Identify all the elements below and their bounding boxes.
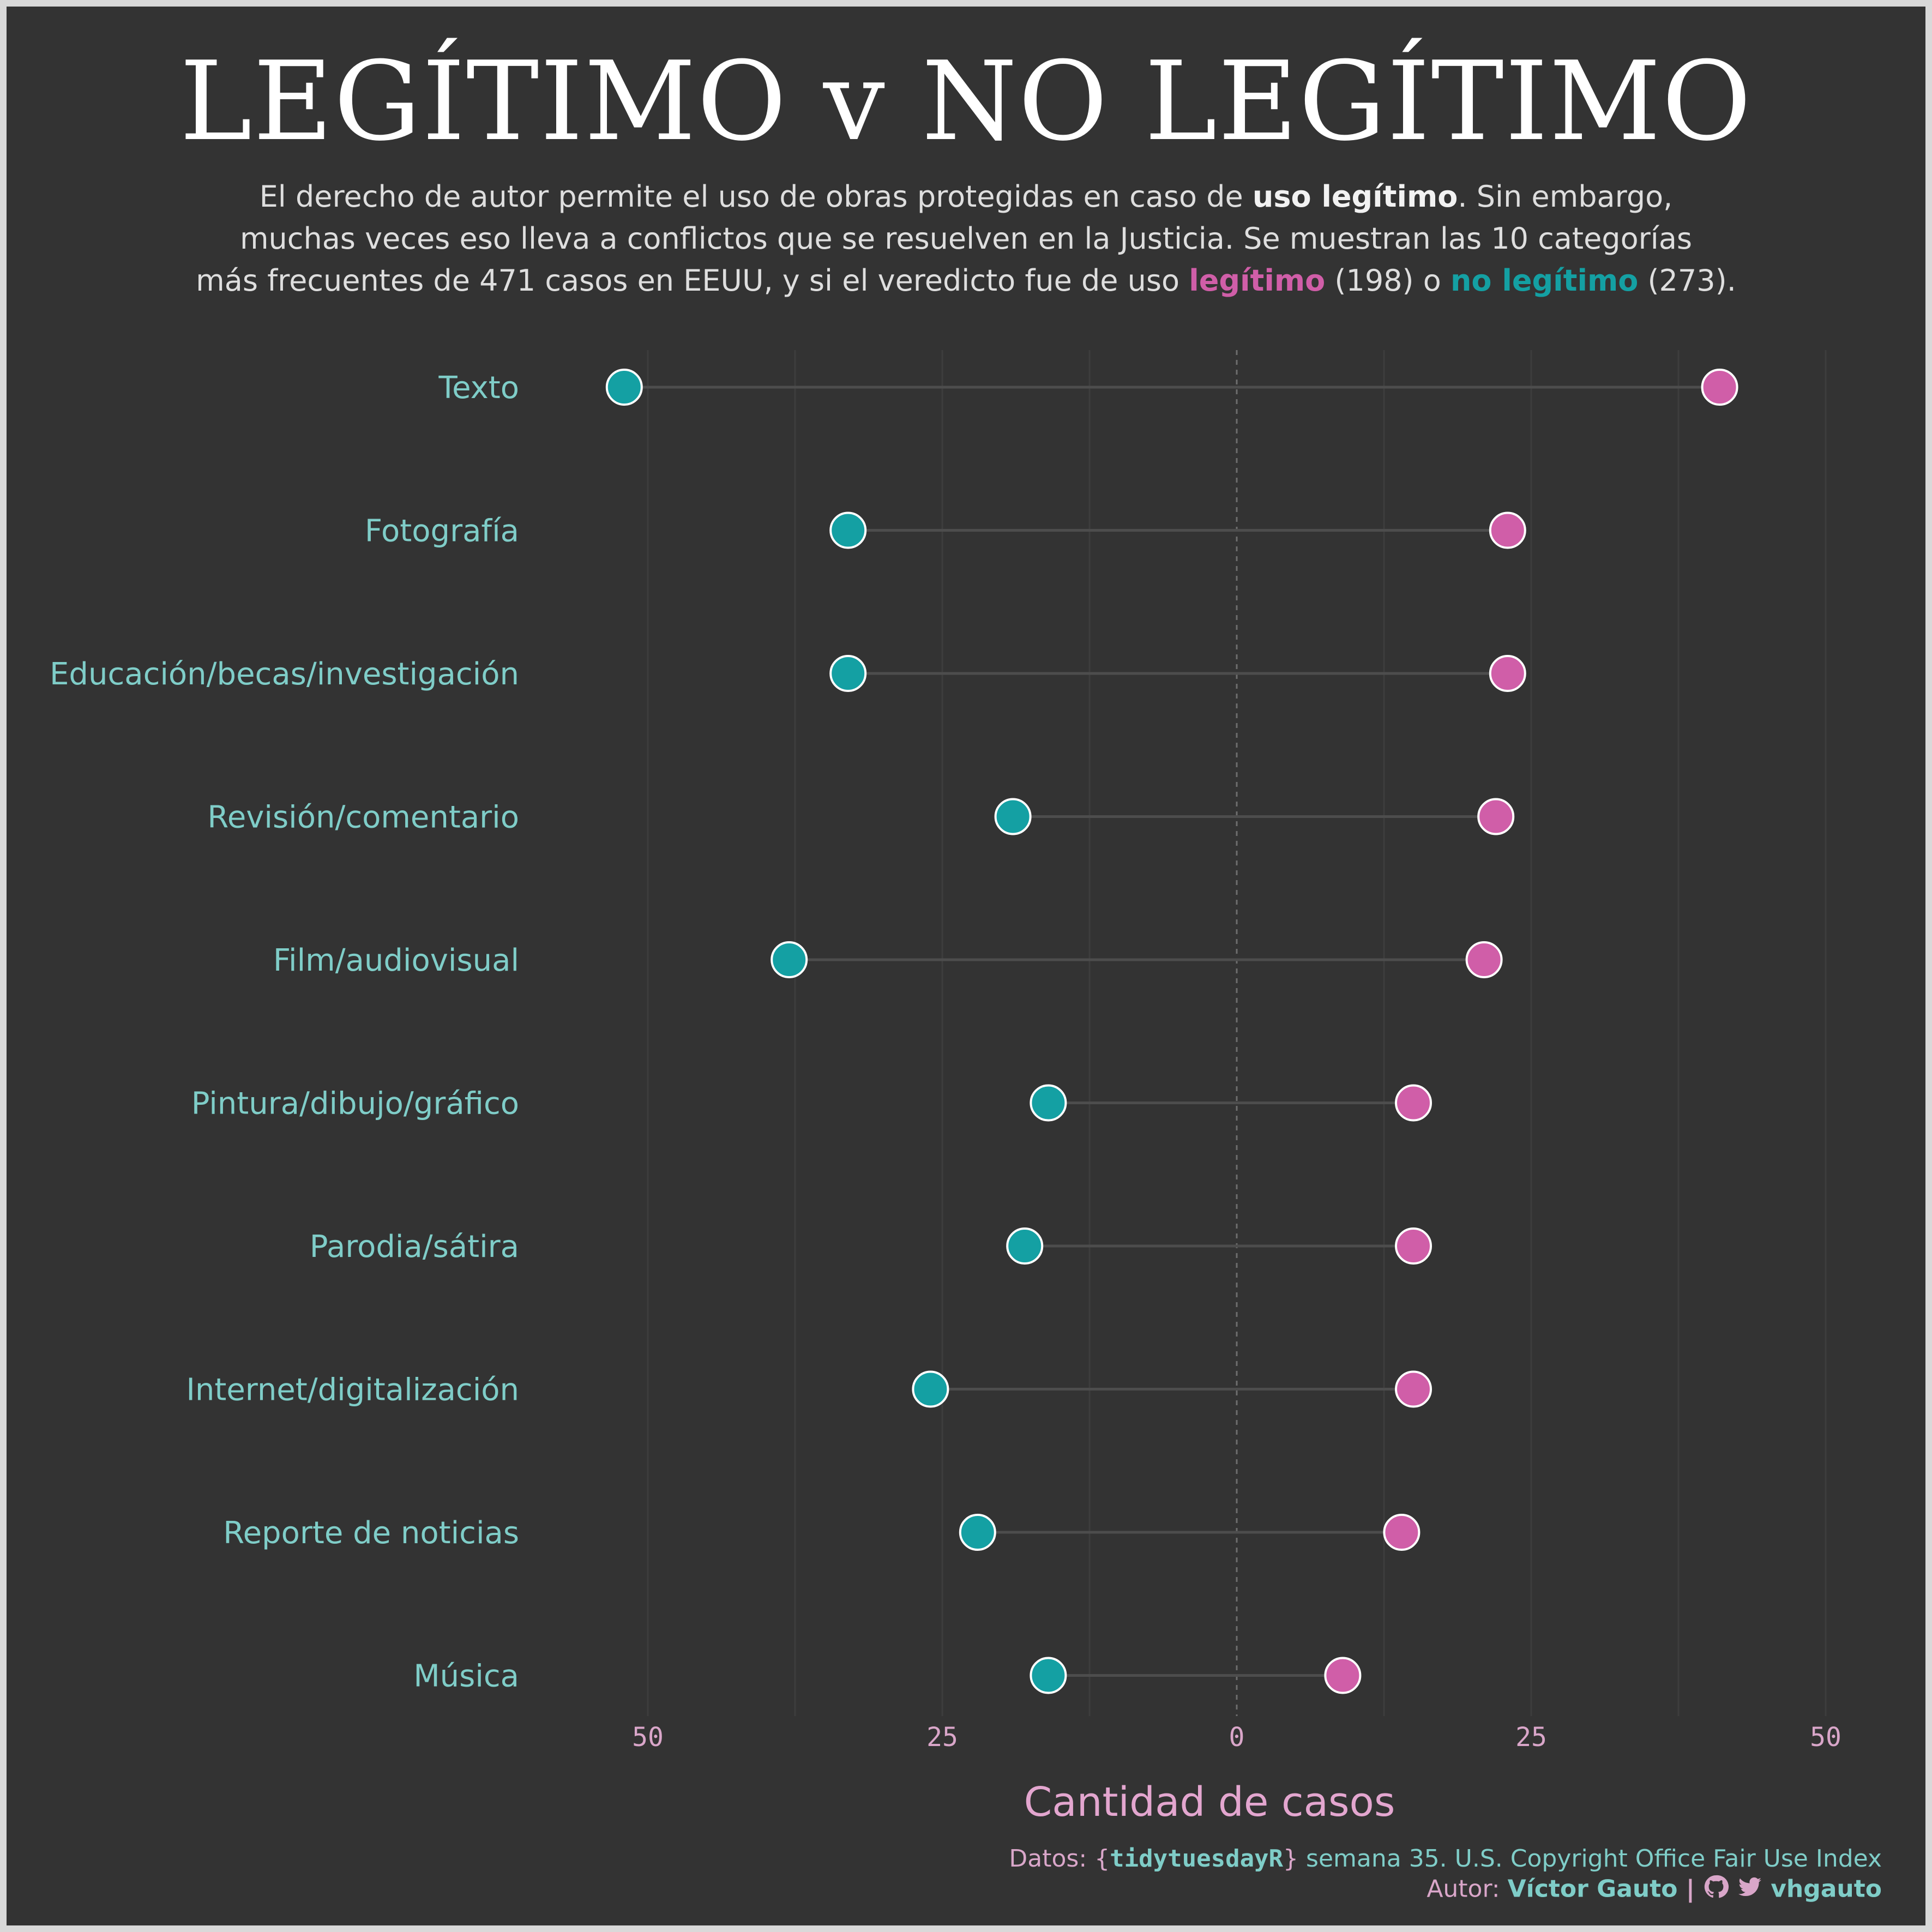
x-axis-label: Cantidad de casos [1024,1779,1395,1826]
category-label: Parodia/sátira [310,1229,519,1265]
x-tick-label: 25 [1515,1722,1547,1753]
x-tick-label: 0 [1229,1722,1245,1753]
point-no-legitimo [994,798,1032,835]
category-label: Educación/becas/investigación [50,657,519,692]
subtitle-text: El derecho de autor permite el uso de ob… [259,179,1253,214]
legend-legitimo: legítimo [1189,263,1326,298]
point-no-legitimo [771,941,808,978]
point-no-legitimo [1030,1657,1067,1694]
point-legitimo [1701,369,1738,406]
category-label: Fotografía [365,514,519,549]
twitter-icon [1737,1874,1763,1907]
caption-text: Datos: [1009,1845,1095,1873]
caption-line-1: Datos: {tidytuesdayR} semana 35. U.S. Co… [1009,1844,1882,1874]
dumbbell-chart: Texto Fotografía Educación/becas/investiga… [50,350,1841,1826]
category-label: Film/audiovisual [273,943,519,978]
point-legitimo [1324,1657,1362,1694]
point-no-legitimo [829,655,867,692]
point-no-legitimo [1006,1227,1044,1265]
subtitle-text: más frecuentes de 471 casos en EEUU, y s… [196,263,1189,298]
caption-source: semana 35. U.S. Copyright Office Fair Us… [1298,1845,1882,1873]
caption-text: Autor: [1427,1875,1508,1903]
x-tick-label: 50 [632,1722,664,1753]
caption-line-2: Autor: Víctor Gauto | vhgauto [1009,1874,1882,1907]
caption-text: { [1094,1845,1110,1873]
caption-author: Víctor Gauto [1507,1875,1678,1903]
subtitle-line-2: muchas veces eso lleva a conflictos que … [239,221,1693,256]
category-label: Pintura/dibujo/gráfico [191,1086,519,1122]
point-no-legitimo [605,369,643,406]
chart-caption: Datos: {tidytuesdayR} semana 35. U.S. Co… [1009,1844,1882,1907]
subtitle-text: (198) o [1325,263,1450,298]
category-label: Música [413,1659,519,1694]
point-legitimo [1395,1370,1432,1408]
point-legitimo [1465,941,1503,978]
category-label: Texto [438,370,519,406]
chart-frame: LEGÍTIMO v NO LEGÍTIMO El derecho de aut… [7,7,1925,1925]
chart-title: LEGÍTIMO v NO LEGÍTIMO [179,38,1753,165]
caption-text: } [1283,1845,1299,1873]
x-tick-label: 50 [1810,1722,1841,1753]
subtitle-text: . Sin embargo, [1458,179,1673,214]
point-legitimo [1395,1084,1432,1122]
point-no-legitimo [829,511,867,549]
point-no-legitimo [959,1514,996,1551]
subtitle-highlight-uso-legitimo: uso legítimo [1252,179,1458,214]
chart-subtitle: El derecho de autor permite el uso de ob… [7,176,1925,302]
caption-package-name: tidytuesdayR [1110,1845,1284,1873]
category-label: Revisión/comentario [207,800,519,835]
subtitle-text: (273). [1638,263,1736,298]
point-legitimo [1477,798,1515,835]
legend-no-legitimo: no legítimo [1450,263,1639,298]
subtitle-line-3: más frecuentes de 471 casos en EEUU, y s… [7,260,1925,302]
subtitle-line-1: El derecho de autor permite el uso de ob… [7,176,1925,218]
point-no-legitimo [1030,1084,1067,1122]
category-label: Internet/digitalización [186,1373,519,1408]
point-legitimo [1489,511,1526,549]
point-legitimo [1383,1514,1421,1551]
x-tick-label: 25 [926,1722,958,1753]
category-label: Reporte de noticias [223,1515,519,1551]
point-no-legitimo [912,1370,949,1408]
point-legitimo [1395,1227,1432,1265]
caption-handle: vhgauto [1771,1875,1882,1903]
caption-separator: | [1677,1875,1704,1903]
github-icon [1703,1874,1729,1907]
point-legitimo [1489,655,1526,692]
